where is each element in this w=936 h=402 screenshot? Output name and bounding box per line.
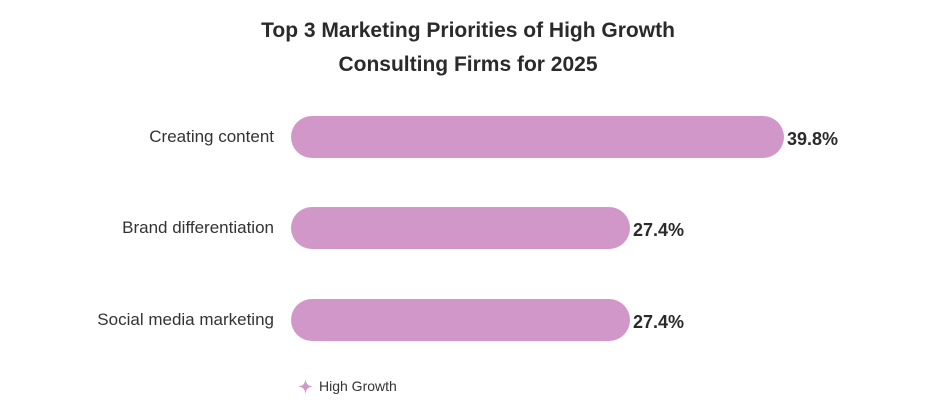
bar[interactable] xyxy=(291,299,630,341)
chart-title-line-2: Consulting Firms for 2025 xyxy=(338,53,598,76)
value-label: 27.4% xyxy=(633,220,685,240)
bar[interactable] xyxy=(291,116,784,158)
bar[interactable] xyxy=(291,207,630,249)
chart-title: Top 3 Marketing Priorities of High Growt… xyxy=(0,14,936,82)
bar-row: Social media marketing 27.4% xyxy=(0,299,936,341)
category-label: Brand differentiation xyxy=(122,218,274,237)
chart-title-line-1: Top 3 Marketing Priorities of High Growt… xyxy=(261,19,675,42)
value-label: 27.4% xyxy=(633,312,685,332)
bar-row: Brand differentiation 27.4% xyxy=(0,207,936,249)
category-label: Social media marketing xyxy=(97,310,274,329)
legend: High Growth xyxy=(298,375,397,397)
value-label: 39.8% xyxy=(787,129,839,149)
bar-row: Creating content 39.8% xyxy=(0,116,936,158)
legend-label: High Growth xyxy=(319,378,397,394)
four-point-star-icon xyxy=(298,378,313,394)
category-label: Creating content xyxy=(149,127,274,146)
